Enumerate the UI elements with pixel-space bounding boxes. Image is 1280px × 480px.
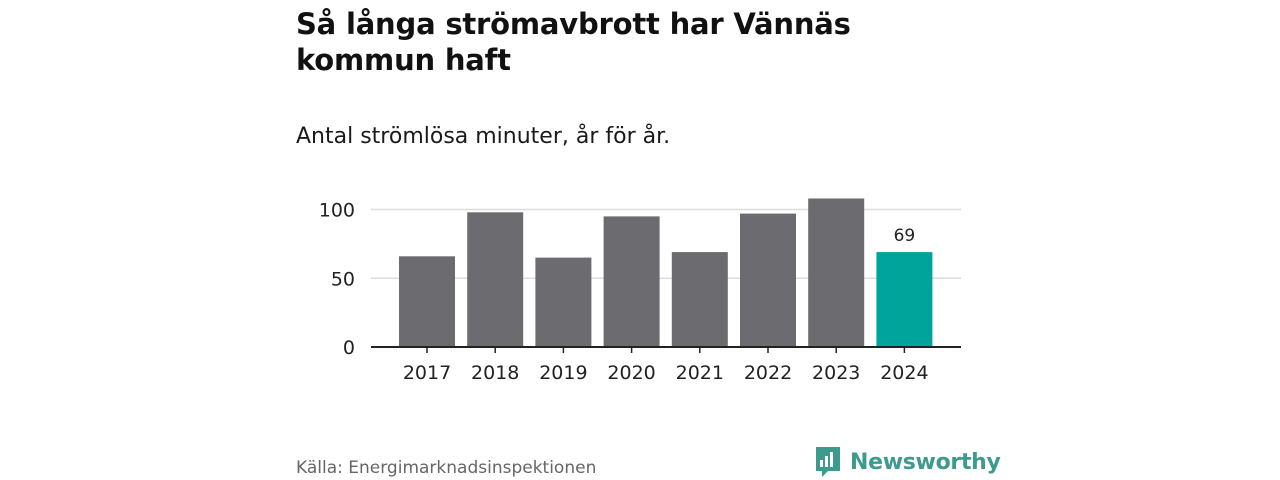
x-tick-label-2018: 2018 [471,362,519,384]
x-tick-label-2020: 2020 [607,362,655,384]
bar-2022 [740,213,796,347]
data-label-2024: 69 [894,226,916,246]
bar-2024 [876,252,933,347]
y-axis-ticks: 0 50 100 [319,200,355,360]
bar-2018 [467,212,524,348]
data-labels: 69 [894,226,916,246]
source-note: Källa: Energimarknadsinspektionen [296,458,597,478]
y-tick-label: 100 [319,200,355,222]
x-axis-ticks: 2017 2018 2019 2020 2021 2022 2023 2024 [403,347,929,384]
chart-subtitle: Antal strömlösa minuter, år för år. [296,124,671,149]
bar-2021 [671,252,728,347]
y-tick-label: 0 [343,337,355,359]
chart-title: Så långa strömavbrott har Vännäs kommun … [296,7,851,77]
bar-2017 [399,256,455,348]
x-tick-label-2024: 2024 [880,362,928,384]
y-tick-label: 50 [331,268,355,290]
bar-2019 [535,257,592,347]
x-tick-label-2019: 2019 [539,362,587,384]
brand-name: Newsworthy [850,449,1001,475]
bar-2020 [603,216,660,347]
x-tick-label-2021: 2021 [676,362,724,384]
x-tick-label-2022: 2022 [744,362,792,384]
newsworthy-logo-icon [816,447,840,477]
gridlines [371,208,961,279]
bar-2023 [808,198,865,347]
brand-logo: Newsworthy [814,444,1001,480]
x-tick-label-2017: 2017 [403,362,451,384]
bars [399,198,933,348]
x-tick-label-2023: 2023 [812,362,860,384]
